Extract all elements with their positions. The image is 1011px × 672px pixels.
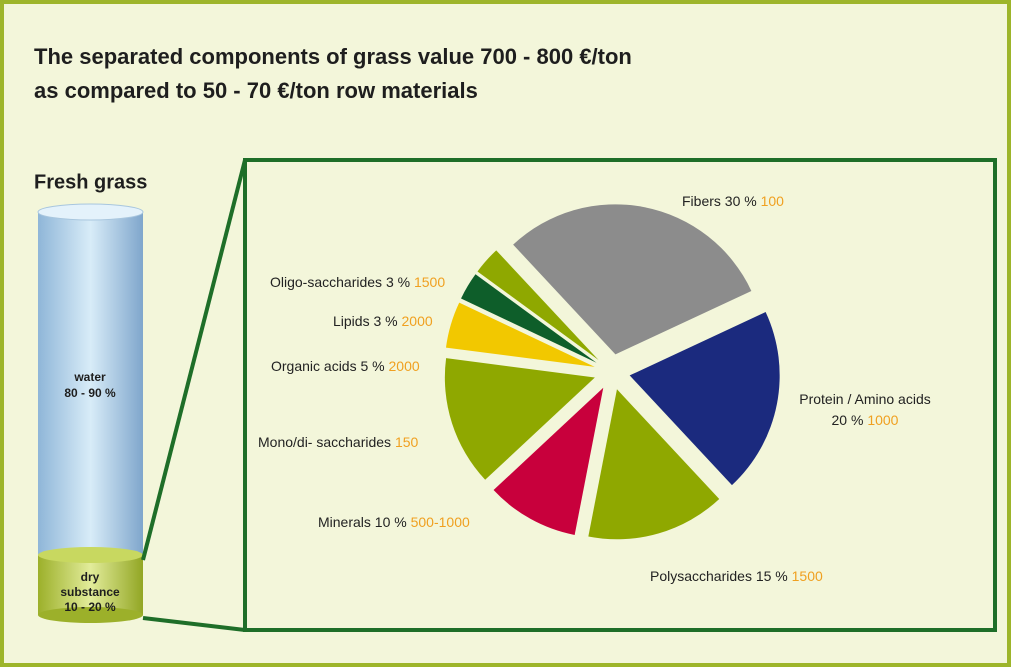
price-label: 500-1000 bbox=[411, 514, 470, 530]
category-name: Organic acids bbox=[271, 358, 357, 374]
water-body bbox=[38, 212, 143, 557]
value-label: 10 % bbox=[375, 514, 407, 530]
value-label: 30 % bbox=[725, 193, 757, 209]
price-label: 100 bbox=[761, 193, 785, 209]
slice-label: Organic acids 5 % 2000 bbox=[271, 358, 420, 374]
category-name: Lipids bbox=[333, 313, 370, 329]
price-label: 2000 bbox=[389, 358, 420, 374]
price-label: 1500 bbox=[414, 274, 445, 290]
dry-label: 10 - 20 % bbox=[64, 600, 116, 614]
category-name: Minerals bbox=[318, 514, 371, 530]
value-label: 3 % bbox=[386, 274, 410, 290]
dry-top bbox=[38, 547, 143, 563]
category-name: Protein / Amino acids bbox=[799, 391, 931, 407]
value-label: 3 % bbox=[373, 313, 397, 329]
category-name: Mono/di- saccharides bbox=[258, 434, 391, 450]
slice-label: Mono/di- saccharides 150 bbox=[258, 434, 419, 450]
category-name: Fibers bbox=[682, 193, 721, 209]
title-line: as compared to 50 - 70 €/ton row materia… bbox=[34, 78, 478, 103]
water-top bbox=[38, 204, 143, 220]
slice-label: Polysaccharides 15 % 1500 bbox=[650, 568, 823, 584]
price-label: 2000 bbox=[402, 313, 433, 329]
slice-label: Minerals 10 % 500-1000 bbox=[318, 514, 470, 530]
price-label: 1500 bbox=[792, 568, 823, 584]
value-label: 5 % bbox=[360, 358, 384, 374]
water-label: 80 - 90 % bbox=[64, 386, 116, 400]
slice-label: Protein / Amino acids bbox=[799, 391, 931, 407]
slice-label: Oligo-saccharides 3 % 1500 bbox=[270, 274, 445, 290]
title-line: The separated components of grass value … bbox=[34, 44, 632, 69]
value-label: 15 % bbox=[756, 568, 788, 584]
category-name: Polysaccharides bbox=[650, 568, 752, 584]
infographic: The separated components of grass value … bbox=[0, 0, 1011, 667]
water-label: water bbox=[73, 370, 106, 384]
price-label: 150 bbox=[395, 434, 419, 450]
dry-label: dry bbox=[81, 570, 100, 584]
price-label: 1000 bbox=[867, 412, 898, 428]
category-name: Oligo-saccharides bbox=[270, 274, 382, 290]
slice-label: 20 % 1000 bbox=[832, 412, 899, 428]
slice-label: Fibers 30 % 100 bbox=[682, 193, 784, 209]
slice-label: Lipids 3 % 2000 bbox=[333, 313, 433, 329]
value-label: 20 % bbox=[832, 412, 864, 428]
cylinder-title: Fresh grass bbox=[34, 171, 147, 193]
dry-label: substance bbox=[60, 585, 120, 599]
